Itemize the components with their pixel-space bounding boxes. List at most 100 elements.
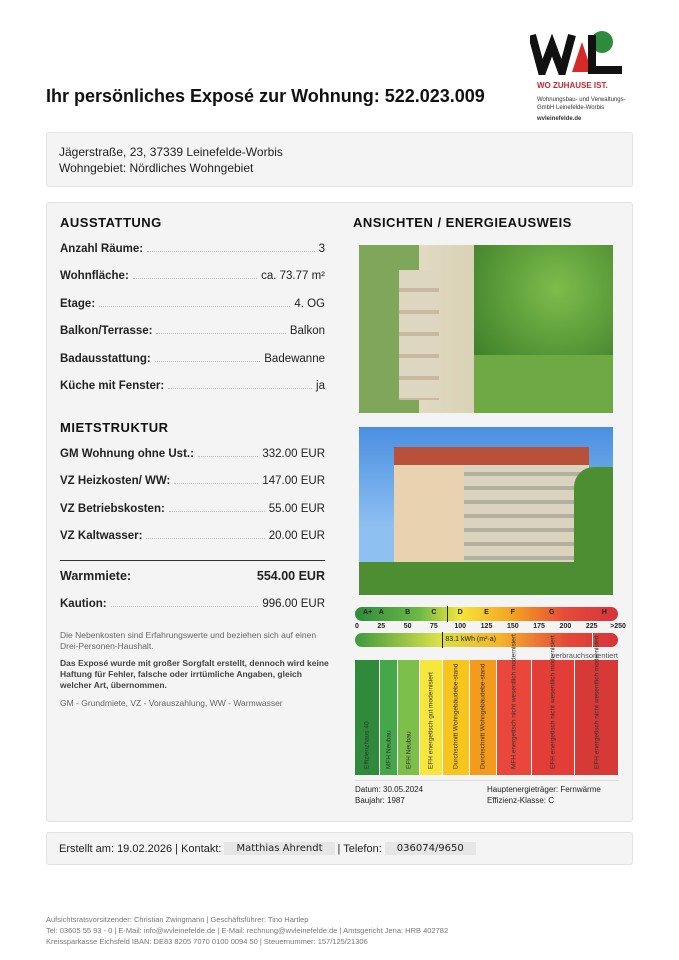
scale-tick: 200: [559, 623, 572, 630]
dots: [168, 388, 313, 389]
scale-divider: [591, 633, 593, 647]
category-label: EFH Neubau: [405, 731, 412, 769]
warmmiete-row: Warmmiete: 554.00 EUR: [60, 569, 325, 583]
footer-line: Aufsichtsratsvorsitzender: Christian Zwi…: [46, 915, 309, 924]
scale-tick: 175: [533, 623, 545, 630]
value: 554.00 EUR: [256, 569, 325, 583]
logo-website[interactable]: wvleinefelde.de: [537, 116, 582, 122]
contact-phone[interactable]: 036074/9650: [384, 842, 476, 855]
scale-tick: 25: [377, 623, 386, 630]
scale-tick: 50: [403, 623, 412, 630]
label: Küche mit Fenster:: [60, 380, 165, 392]
energy-class-label: H: [601, 609, 607, 616]
value: 147.00 EUR: [262, 475, 325, 488]
energy-category: EFH energetisch nicht wesentlich moderni…: [532, 635, 575, 775]
dots: [99, 305, 291, 307]
value: 55.00 EUR: [268, 502, 325, 515]
label: Warmmiete:: [60, 569, 132, 583]
footer-line: Tel: 03605 55 93 - 0 | E-Mail: info@wvle…: [46, 926, 449, 935]
scale-tick: 100: [454, 623, 467, 630]
scale-tick: 150: [506, 623, 519, 630]
ausstattung-heading: AUSSTATTUNG: [60, 215, 162, 230]
scale-tick: >250: [610, 623, 626, 630]
energy-class-label: G: [548, 609, 555, 616]
energy-class-label: A+: [363, 609, 373, 616]
detail-row: VZ Kaltwasser: 20.00 EUR: [60, 530, 325, 542]
label: Anzahl Räume:: [60, 243, 144, 255]
value: Balkon: [289, 325, 325, 338]
energy-category: EFH Neubau: [398, 660, 420, 775]
energy-category: MFH Neubau: [380, 660, 398, 775]
dots: [197, 456, 259, 457]
category-label: EFH energetisch gut modernisiert: [427, 672, 435, 769]
energy-date: Datum: 30.05.2024: [355, 785, 424, 794]
scale-tick: 75: [429, 623, 438, 630]
detail-row: Balkon/Terrasse: Balkon: [60, 325, 325, 337]
detail-row: Wohnfläche: ca. 73.77 m²: [60, 270, 325, 282]
views-heading: ANSICHTEN / ENERGIEAUSWEIS: [353, 215, 572, 230]
category-label: Durchschnitt Wohngebäudebe-stand: [452, 663, 460, 769]
dots: [147, 251, 315, 252]
energy-class-label: B: [405, 609, 411, 616]
construction-year: Baujahr: 1987: [355, 796, 405, 805]
label: VZ Kaltwasser:: [60, 530, 143, 543]
energy-class-label: D: [457, 609, 463, 616]
category-label: Durchschnitt Wohngebäudebe-stand: [479, 663, 487, 769]
phone-label: | Telefon:: [337, 842, 382, 855]
photo-balcony[interactable]: [359, 245, 613, 413]
residential-area: Wohngebiet: Nördliches Wohngebiet: [59, 161, 254, 175]
energy-class-label: C: [431, 609, 437, 616]
detail-row: GM Wohnung ohne Ust.: 332.00 EUR: [60, 448, 325, 460]
detail-row: Badausstattung: Badewanne: [60, 353, 325, 365]
label: Balkon/Terrasse:: [60, 325, 153, 338]
label: VZ Heizkosten/ WW:: [60, 475, 171, 488]
photo-building[interactable]: [359, 427, 613, 595]
footer-line: Kreissparkasse Eichsfeld IBAN: DE83 8205…: [46, 937, 368, 946]
value: ca. 73.77 m²: [261, 270, 325, 283]
energy-category: EFH energetisch nicht wesentlich moderni…: [575, 635, 619, 775]
energy-category: Effizienzhaus 40: [355, 660, 380, 775]
dots: [156, 333, 286, 335]
value: 4. OG: [294, 297, 325, 310]
class-divider: [447, 606, 449, 622]
value: 3: [318, 243, 325, 255]
address-box: Jägerstraße, 23, 37339 Leinefelde-Worbis…: [46, 132, 633, 187]
detail-row: Etage: 4. OG: [60, 298, 325, 310]
energy-value-label: 83.1 kWh (m²·a): [445, 636, 496, 643]
contact-bar: Erstellt am: 19.02.2026 | Kontakt: Matth…: [46, 832, 633, 865]
energy-value-marker: [442, 632, 444, 648]
note-nebenkosten: Die Nebenkosten sind Erfahrungswerte und…: [60, 630, 317, 651]
address-line: Jägerstraße, 23, 37339 Leinefelde-Worbis: [59, 145, 283, 159]
energy-source: Hauptenergieträger: Fernwärme: [487, 785, 601, 794]
kaution-row: Kaution: 996.00 EUR: [60, 598, 325, 610]
detail-row: VZ Heizkosten/ WW: 147.00 EUR: [60, 475, 325, 487]
label: Etage:: [60, 297, 96, 310]
energy-class-label: A: [378, 609, 384, 616]
logo-company: Wohnungsbau- und Verwaltungs-GmbH Leinef…: [537, 97, 626, 111]
divider: [60, 560, 325, 561]
category-label: MFH Neubau: [385, 730, 392, 769]
mietstruktur-heading: MIETSTRUKTUR: [60, 420, 169, 435]
company-logo: WO ZUHAUSE IST. Wohnungsbau- und Verwalt…: [528, 30, 640, 123]
page-title: Ihr persönliches Exposé zur Wohnung: 522…: [46, 86, 485, 106]
dots: [174, 483, 259, 485]
value: Badewanne: [264, 352, 325, 365]
category-label: EFH energetisch nicht wesentlich moderni…: [549, 635, 557, 769]
detail-row: Küche mit Fenster: ja: [60, 380, 325, 392]
label: VZ Betriebskosten:: [60, 502, 165, 515]
label: Badausstattung:: [60, 352, 151, 365]
value: 996.00 EUR: [262, 598, 325, 610]
created-date: Erstellt am: 19.02.2026 | Kontakt:: [59, 842, 222, 855]
category-label: Effizienzhaus 40: [363, 721, 371, 769]
dots: [146, 538, 265, 540]
wvl-logo-icon: [528, 31, 622, 86]
value: 20.00 EUR: [268, 530, 325, 543]
energy-category: Durchschnitt Wohngebäudebe-stand: [470, 660, 497, 775]
energy-category: MFH energetisch nicht wesentlich moderni…: [497, 634, 532, 775]
detail-row: Anzahl Räume: 3: [60, 243, 325, 255]
energy-type: verbrauchsorientiert: [551, 651, 618, 660]
detail-row: VZ Betriebskosten: 55.00 EUR: [60, 503, 325, 515]
category-label: MFH energetisch nicht wesentlich moderni…: [510, 634, 518, 769]
energy-value-bar: [355, 633, 618, 647]
energy-class-label: F: [510, 609, 515, 616]
